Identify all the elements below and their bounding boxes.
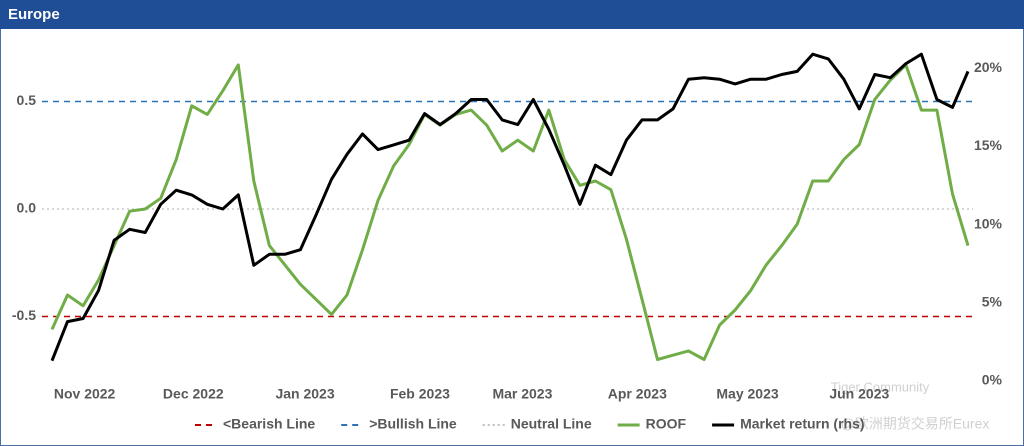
x-tick-label: Dec 2022 — [163, 386, 224, 402]
y2-tick-label: 15% — [974, 137, 1003, 153]
x-tick-label: May 2023 — [716, 386, 778, 402]
legend-label: >Bullish Line — [369, 416, 457, 432]
series-line — [50, 63, 970, 361]
legend-label: Market return (rhs) — [740, 416, 864, 432]
y2-tick-label: 20% — [974, 59, 1003, 75]
x-tick-label: Mar 2023 — [492, 386, 552, 402]
x-tick-label: Jun 2023 — [829, 386, 889, 402]
y2-tick-label: 0% — [982, 372, 1003, 388]
y2-tick-label: 5% — [982, 294, 1003, 310]
chart-title: Europe — [8, 6, 60, 23]
y-tick-label: 0.0 — [17, 200, 37, 216]
x-tick-label: Nov 2022 — [54, 386, 116, 402]
y-tick-label: 0.5 — [17, 92, 37, 108]
x-tick-label: Apr 2023 — [608, 386, 667, 402]
legend-label: Neutral Line — [511, 416, 592, 432]
watermark: @欧洲期货交易所Eurex — [841, 416, 990, 432]
legend-label: <Bearish Line — [223, 416, 315, 432]
watermark: Tiger Community — [831, 379, 930, 394]
x-tick-label: Feb 2023 — [390, 386, 450, 402]
y-tick-label: -0.5 — [12, 307, 36, 323]
series-line — [50, 52, 970, 362]
header-bar — [0, 0, 1024, 29]
x-tick-label: Jan 2023 — [275, 386, 334, 402]
y2-tick-label: 10% — [974, 215, 1003, 231]
legend-label: ROOF — [646, 416, 687, 432]
